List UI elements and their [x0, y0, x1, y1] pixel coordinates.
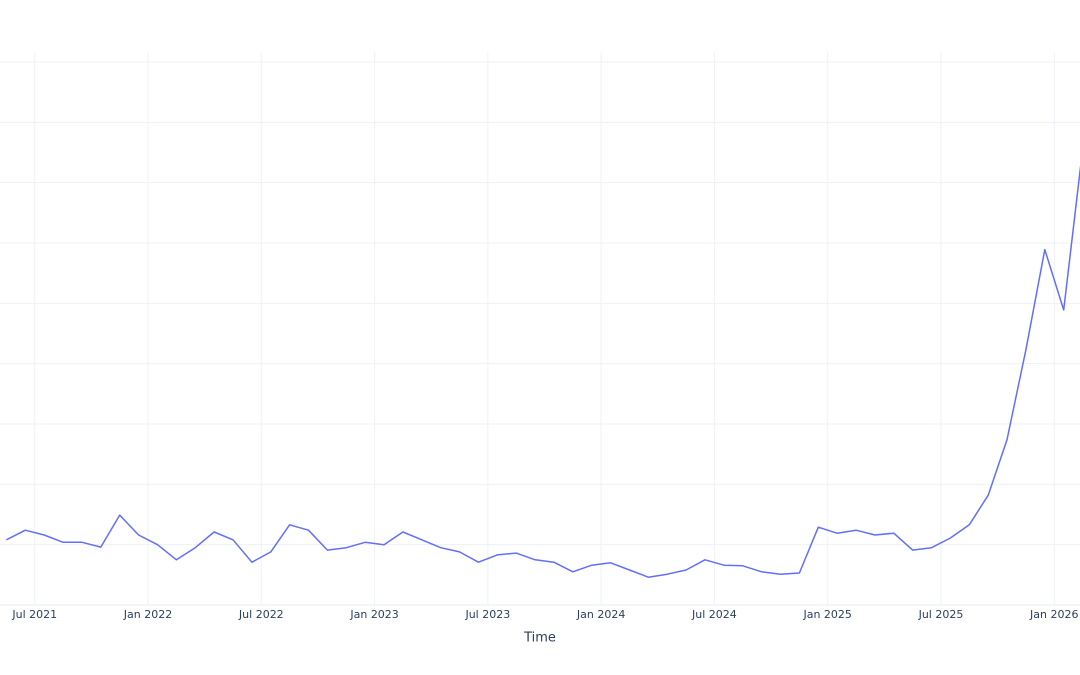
x-tick-label: Jul 2025 [918, 608, 964, 621]
x-tick-label: Jul 2021 [11, 608, 57, 621]
plot-area [6, 165, 1080, 578]
x-tick-label: Jan 2024 [576, 608, 625, 621]
x-tick-label: Jul 2024 [691, 608, 737, 621]
x-tick-label: Jan 2026 [1029, 608, 1078, 621]
x-axis-title: Time [523, 631, 556, 646]
x-tick-label: Jul 2022 [238, 608, 284, 621]
grid [0, 52, 1080, 606]
x-tick-label: Jan 2022 [123, 608, 172, 621]
x-tick-label: Jan 2023 [349, 608, 398, 621]
x-axis: Jul 2021 Jan 2022 Jul 2022 Jan 2023 Jul 2023… [11, 608, 1078, 621]
x-tick-label: Jul 2023 [464, 608, 510, 621]
line-series [6, 165, 1080, 578]
x-tick-label: Jan 2025 [802, 608, 851, 621]
